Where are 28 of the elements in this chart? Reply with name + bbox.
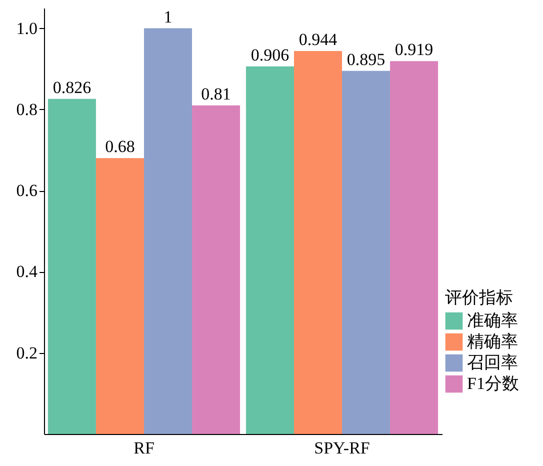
bar — [390, 61, 438, 434]
bar — [144, 28, 192, 434]
data-label: 1 — [164, 7, 172, 26]
bar — [342, 70, 390, 434]
legend-label: F1分数 — [467, 374, 519, 393]
data-label: 0.895 — [346, 50, 386, 69]
x-tick-label: RF — [134, 438, 154, 458]
legend-title: 评价指标 — [445, 288, 513, 307]
x-tick-label: SPY-RF — [314, 438, 370, 458]
data-label: 0.919 — [394, 40, 434, 60]
bar — [48, 98, 96, 434]
y-tick-label: 0.6 — [16, 181, 38, 200]
bar — [192, 105, 240, 434]
legend-label: 精确率 — [467, 332, 518, 351]
legend-label: 准确率 — [467, 311, 518, 330]
data-label: 0.906 — [250, 45, 290, 64]
data-label: 0.81 — [201, 84, 231, 104]
bar — [96, 158, 144, 434]
y-tick-label: 0.8 — [16, 100, 38, 119]
legend-label: 召回率 — [467, 353, 518, 372]
y-tick-label: 0.2 — [16, 343, 38, 362]
data-label: 0.68 — [105, 137, 135, 156]
y-tick-label: 0.4 — [16, 262, 38, 282]
bar — [294, 51, 342, 434]
data-label: 0.944 — [298, 30, 338, 50]
data-label: 0.826 — [52, 78, 92, 97]
y-tick-label: 1.0 — [16, 18, 38, 38]
bar — [246, 66, 294, 434]
